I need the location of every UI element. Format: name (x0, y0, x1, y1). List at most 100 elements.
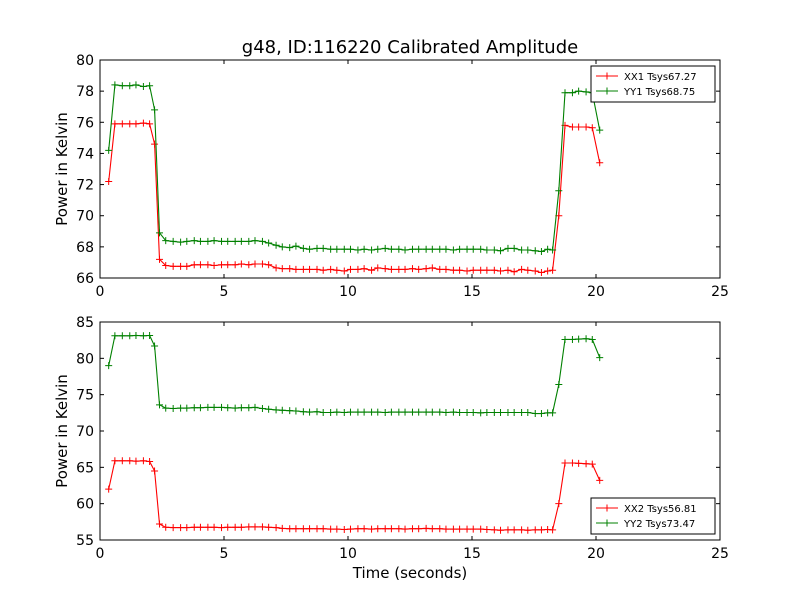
data-point (306, 408, 314, 416)
data-point (327, 245, 335, 253)
series-line-2-1 (108, 460, 601, 531)
data-point (368, 266, 376, 274)
data-point (224, 523, 232, 531)
data-point (477, 245, 485, 253)
data-point (319, 408, 327, 416)
data-point (374, 264, 382, 272)
data-point (210, 403, 218, 411)
data-point (531, 410, 539, 418)
data-point (531, 247, 539, 255)
data-point (319, 525, 327, 533)
data-point (354, 265, 362, 273)
data-point (126, 120, 134, 128)
data-point (306, 525, 314, 533)
data-point (537, 526, 545, 534)
data-point (575, 123, 583, 131)
data-point (118, 457, 126, 465)
data-point (210, 523, 218, 531)
data-point (510, 268, 518, 276)
data-point (490, 526, 498, 534)
data-point (428, 264, 436, 272)
x-tick-label: 0 (96, 284, 105, 300)
data-point (354, 525, 362, 533)
data-point (360, 408, 368, 416)
data-point (568, 89, 576, 97)
legend-label: XX1 Tsys67.27 (624, 72, 697, 83)
data-point (340, 525, 348, 533)
data-point (204, 237, 212, 245)
data-point (360, 245, 368, 253)
data-point (401, 265, 409, 273)
data-point (245, 523, 253, 531)
y-tick-label: 55 (76, 533, 94, 549)
data-point (169, 404, 177, 412)
data-point (340, 408, 348, 416)
legend: XX1 Tsys67.27 YY1 Tsys68.75 (590, 65, 716, 103)
data-point (469, 408, 477, 416)
data-point (518, 265, 526, 273)
data-point (272, 524, 280, 532)
data-point (286, 265, 294, 273)
data-point (272, 241, 280, 249)
data-point (555, 187, 563, 195)
data-point (531, 526, 539, 534)
x-tick-label: 10 (339, 546, 357, 562)
data-point (224, 237, 232, 245)
data-point (422, 265, 430, 273)
data-point (497, 408, 505, 416)
data-point (105, 362, 113, 370)
data-point (272, 406, 280, 414)
x-tick-label: 5 (220, 284, 229, 300)
series-line-2-2 (108, 334, 601, 415)
data-point (524, 408, 532, 416)
data-point (251, 523, 259, 531)
data-point (549, 409, 557, 417)
data-point (251, 403, 259, 411)
data-point (183, 262, 191, 270)
data-point (265, 261, 273, 269)
y-tick-label: 70 (76, 209, 94, 225)
data-point (286, 244, 294, 252)
data-point (177, 404, 185, 412)
subplot-1: 0 5 10 15 20 25 66 68 70 72 74 76 78 80 Power in Kelvi… (53, 53, 729, 300)
y-tick-label: 65 (76, 460, 94, 476)
data-point (463, 267, 471, 275)
data-point (395, 265, 403, 273)
data-point (265, 405, 273, 413)
data-point (428, 408, 436, 416)
data-point (596, 354, 604, 362)
data-point (231, 523, 239, 531)
data-point (183, 404, 191, 412)
data-point (374, 245, 382, 253)
data-point (105, 485, 113, 493)
data-point (561, 89, 569, 97)
data-point (265, 239, 273, 247)
data-point (292, 265, 300, 273)
data-point (190, 237, 198, 245)
y-tick-label: 75 (76, 388, 94, 404)
data-point (428, 525, 436, 533)
data-point (169, 262, 177, 270)
data-point (278, 524, 286, 532)
data-point (415, 265, 423, 273)
data-point (313, 408, 321, 416)
data-point (561, 459, 569, 467)
data-point (146, 331, 154, 339)
data-point (483, 246, 491, 254)
data-point (313, 265, 321, 273)
data-point (596, 159, 604, 167)
data-point (218, 403, 226, 411)
data-point (346, 245, 354, 253)
data-point (477, 266, 485, 274)
data-point (582, 335, 590, 343)
data-point (381, 525, 389, 533)
data-point (354, 408, 362, 416)
data-point (183, 524, 191, 532)
y-axis-label: Power in Kelvin (53, 112, 71, 226)
data-point (469, 525, 477, 533)
data-point (299, 525, 307, 533)
data-point (218, 237, 226, 245)
data-point (549, 266, 557, 274)
y-tick-label: 85 (76, 315, 94, 331)
data-point (510, 244, 518, 252)
